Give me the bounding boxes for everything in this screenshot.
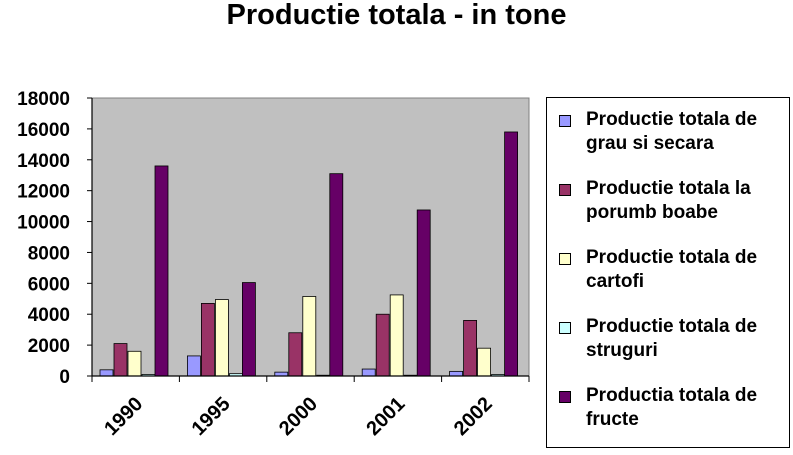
y-tick-label: 16000 [17,120,70,141]
bar-1990-series-2 [113,343,128,377]
bar-2000-series-3 [302,296,317,377]
x-category-label: 2002 [450,393,497,440]
legend-swatch [559,253,571,265]
bar-2002-series-5 [504,131,519,377]
bar-1990-series-3 [127,350,142,377]
bar-2000-series-5 [329,173,344,377]
x-category-label: 1995 [188,393,235,440]
y-tick-label: 12000 [17,182,70,203]
legend-swatch [559,184,571,196]
x-category-label: 1990 [100,393,147,440]
bar-1995-series-1 [186,355,201,377]
legend-label: Productie totala la porumb boabe [586,178,751,223]
legend-label: Productia totala de fructe [586,385,758,430]
y-tick-label: 0 [59,367,70,388]
y-axis-ticks: 0 2000 4000 6000 8000 10000 12000 14000 16000 180… [17,89,92,388]
x-category-label: 2000 [275,393,322,440]
y-tick-label: 18000 [17,89,70,110]
chart-title: Productie totala - in tone [226,0,567,31]
legend-swatch [559,322,571,334]
bar-1990-series-1 [99,369,114,377]
legend: Productie totala de grau si secara Produc… [546,97,790,448]
y-tick-label: 8000 [28,243,70,264]
y-tick-label: 10000 [17,213,70,234]
bar-1995-series-2 [200,303,215,377]
bar-2002-series-1 [449,370,464,377]
bar-2002-series-3 [477,347,492,377]
y-tick-label: 14000 [17,151,70,172]
y-tick-label: 6000 [28,274,70,295]
legend-label: Productie totala de struguri [586,316,758,361]
bar-2002-series-2 [463,319,478,377]
bar-2001-series-5 [416,209,431,377]
y-tick-label: 2000 [28,336,70,357]
bar-1990-series-5 [154,165,169,377]
legend-label: Productie totala de grau si secara [586,109,758,154]
bar-2001-series-2 [375,313,390,377]
y-tick-label: 4000 [28,305,70,326]
bar-2001-series-1 [361,368,376,377]
bar-1995-series-5 [241,282,256,377]
bar-2000-series-2 [288,332,303,377]
bar-1995-series-3 [214,299,229,377]
legend-swatch [559,391,571,403]
legend-label: Productie totala de cartofi [586,247,758,292]
x-axis-labels: 1990 1995 2000 2001 2002 [91,376,530,440]
legend-swatch [559,115,571,127]
bar-2001-series-3 [389,294,404,377]
x-category-label: 2001 [362,393,409,440]
